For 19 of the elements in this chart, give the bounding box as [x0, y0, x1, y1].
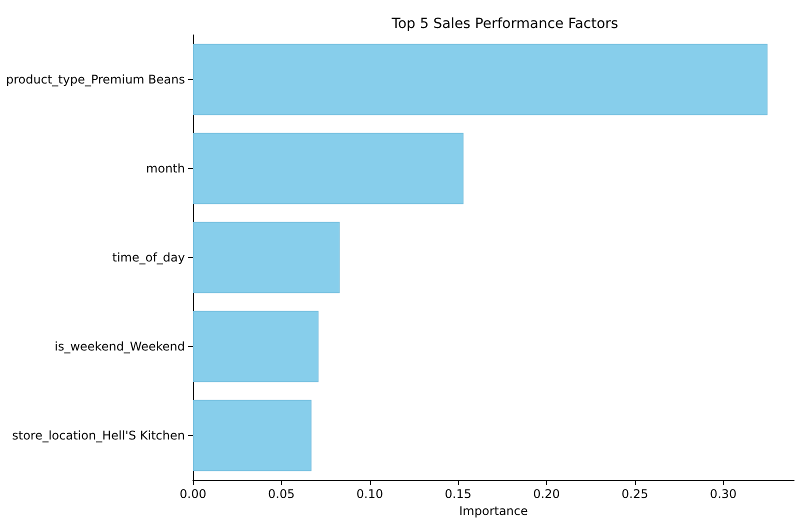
y-tick-label: time_of_day — [112, 250, 185, 264]
bar — [193, 44, 768, 116]
bar — [193, 132, 464, 204]
x-tick-label: 0.05 — [268, 487, 295, 501]
x-tick-label: 0.25 — [622, 487, 648, 501]
y-tick-label: product_type_Premium Beans — [6, 72, 185, 86]
x-tick-label: 0.10 — [356, 487, 384, 501]
x-axis-title: Importance — [459, 504, 528, 518]
bar — [193, 310, 319, 382]
bar — [193, 222, 340, 294]
y-tick-label: is_weekend_Weekend — [54, 340, 185, 354]
x-tick-label: 0.20 — [533, 487, 560, 501]
x-tick-label: 0.30 — [710, 487, 737, 501]
y-tick-label: month — [146, 162, 185, 176]
x-tick-label: 0.00 — [180, 487, 206, 501]
x-tick-label: 0.15 — [444, 487, 472, 501]
bar — [193, 400, 312, 472]
chart-title: Top 5 Sales Performance Factors — [390, 16, 618, 32]
y-tick-label: store_location_Hell'S Kitchen — [12, 428, 185, 442]
